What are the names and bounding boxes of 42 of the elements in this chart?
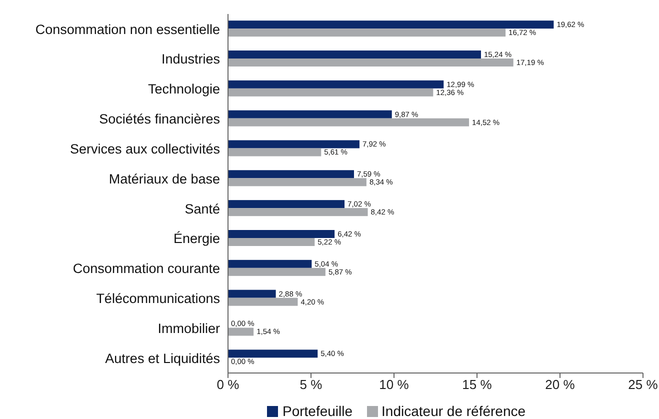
x-tick-label: 15 %	[462, 377, 492, 392]
y-tick-label: Santé	[184, 201, 220, 216]
legend-label: Indicateur de référence	[382, 403, 526, 419]
bar	[228, 80, 444, 88]
bar	[228, 88, 434, 96]
bar	[228, 260, 312, 268]
bar	[228, 20, 554, 29]
bar	[228, 238, 315, 246]
bar	[228, 58, 514, 66]
bar	[228, 28, 506, 37]
bar	[228, 298, 298, 306]
bar	[228, 178, 366, 186]
bar	[228, 50, 481, 58]
bar	[228, 148, 322, 156]
y-tick-label: Matériaux de base	[108, 171, 220, 186]
x-tick-label: 5 %	[300, 377, 323, 392]
x-tick-label: 25 %	[628, 377, 658, 392]
y-tick-label: Industries	[161, 52, 220, 67]
bar	[228, 230, 335, 238]
bar	[228, 268, 326, 276]
y-tick-label: Télécommunications	[96, 291, 220, 306]
y-tick-label: Services aux collectivités	[70, 141, 220, 156]
bar	[228, 200, 345, 208]
x-tick-label: 0 %	[216, 377, 240, 392]
y-tick-label: Consommation non essentielle	[35, 22, 220, 37]
y-tick-label: Autres et Liquidités	[105, 350, 220, 366]
bar	[228, 140, 360, 148]
bar	[228, 118, 470, 126]
bar	[228, 170, 354, 178]
x-tick-label: 20 %	[545, 377, 576, 392]
y-tick-label: Technologie	[148, 82, 220, 97]
y-tick-label: Immobilier	[158, 320, 220, 336]
y-tick-label: Consommation courante	[72, 261, 220, 276]
legend-label: Portefeuille	[282, 403, 353, 419]
x-tick-label: 10 %	[379, 377, 410, 392]
bar	[228, 328, 254, 336]
bar	[228, 208, 368, 216]
bar	[228, 110, 392, 118]
bar	[228, 290, 276, 298]
y-tick-label: Sociétés financières	[99, 112, 220, 126]
bar	[228, 350, 318, 358]
y-tick-label: Énergie	[173, 231, 220, 246]
